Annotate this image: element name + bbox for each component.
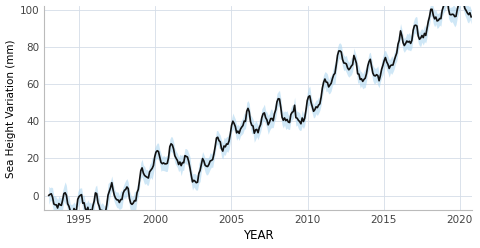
Y-axis label: Sea Height Variation (mm): Sea Height Variation (mm) bbox=[6, 39, 15, 178]
X-axis label: YEAR: YEAR bbox=[243, 229, 274, 243]
